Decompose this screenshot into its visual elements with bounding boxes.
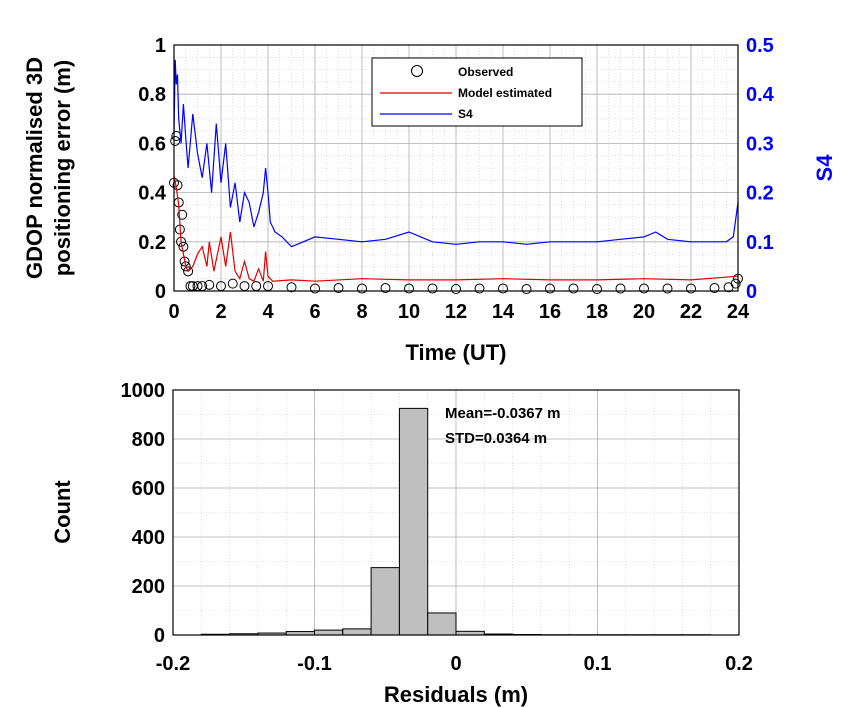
top-y-tick-label: 0 xyxy=(155,281,166,303)
top-y2-tick-label: 0 xyxy=(746,281,757,303)
observed-point xyxy=(730,278,741,289)
top-grid xyxy=(173,44,739,292)
observed-point xyxy=(545,283,555,294)
observed-point xyxy=(709,283,720,294)
bottom-ylabel: Count xyxy=(50,480,75,544)
top-y2label: S4 xyxy=(812,154,837,182)
top-xlabel: Time (UT) xyxy=(405,340,506,365)
top-x-tick-label: 16 xyxy=(539,301,561,323)
s4-line xyxy=(173,59,739,248)
bottom-y-tick-label: 0 xyxy=(154,625,165,647)
histogram-bar xyxy=(398,407,429,636)
histogram-bar xyxy=(342,628,372,636)
observed-point xyxy=(451,284,461,295)
top-x-tick-label: 20 xyxy=(633,301,655,323)
bottom-x-tick-label: 0 xyxy=(450,653,461,675)
top-x-tick-label: 22 xyxy=(680,301,702,323)
time-series-chart: 0 2 4 6 8 10 12 14 16 18 20 22 2400.20.40.60.8100.10… xyxy=(22,35,837,365)
top-x-tick-label: 24 xyxy=(727,301,750,323)
bottom-y-tick-label: 1000 xyxy=(121,380,166,402)
top-tick-labels: 0 2 4 6 8 10 12 14 16 18 20 22 2400.20.40.60.8100.10… xyxy=(138,35,774,323)
top-y2-tick-label: 0.3 xyxy=(746,133,774,155)
legend-observed-label: Observed xyxy=(458,65,513,79)
observed-point xyxy=(592,284,602,295)
top-x-tick-label: 10 xyxy=(398,301,420,323)
top-ylabel-line1: GDOP normalised 3D xyxy=(22,57,47,279)
observed-point xyxy=(183,266,194,277)
top-x-tick-label: 0 xyxy=(168,301,179,323)
observed-point xyxy=(404,283,414,294)
top-y2-tick-label: 0.2 xyxy=(746,183,774,205)
top-y-tick-label: 0.6 xyxy=(138,133,166,155)
observed-point xyxy=(662,283,673,294)
bottom-y-tick-label: 400 xyxy=(132,527,165,549)
bottom-grid xyxy=(172,389,740,636)
bottom-x-tick-label: -0.2 xyxy=(156,653,190,675)
observed-point xyxy=(427,283,438,294)
histogram-chart: -0.2 -0.1 0 0.1 0.2 0 200 400 600 800 1000 Count R… xyxy=(50,380,753,707)
top-x-tick-label: 2 xyxy=(215,301,226,323)
model-estimated-line xyxy=(173,175,739,283)
histogram-bar xyxy=(370,567,400,636)
observed-point xyxy=(227,278,238,289)
observed-point xyxy=(170,135,181,146)
bottom-y-tick-label: 600 xyxy=(132,478,165,500)
histogram-bar xyxy=(427,612,457,636)
top-y2-tick-label: 0.5 xyxy=(746,35,774,57)
observed-point xyxy=(177,209,188,220)
observed-point xyxy=(204,279,215,290)
observed-point xyxy=(686,283,696,294)
observed-point xyxy=(333,283,344,294)
top-y-tick-label: 0.4 xyxy=(138,183,167,205)
mean-annotation: Mean=-0.0367 m xyxy=(445,405,560,422)
observed-point xyxy=(310,283,320,294)
observed-point xyxy=(498,283,508,294)
bottom-x-tick-label: 0.2 xyxy=(725,653,753,675)
top-x-tick-label: 4 xyxy=(262,301,274,323)
legend-observed-marker xyxy=(411,65,423,77)
top-y2-tick-label: 0.1 xyxy=(746,232,774,254)
observed-point xyxy=(639,283,649,294)
top-y2-tick-label: 0.4 xyxy=(746,84,775,106)
bottom-x-tick-label: -0.1 xyxy=(297,653,331,675)
bottom-tick-labels: -0.2 -0.1 0 0.1 0.2 0 200 400 600 800 1000 xyxy=(121,380,753,675)
top-x-tick-label: 6 xyxy=(309,301,320,323)
observed-point xyxy=(521,284,532,295)
top-y-tick-label: 0.2 xyxy=(138,232,166,254)
top-y-tick-label: 1 xyxy=(155,35,166,57)
observed-point xyxy=(172,180,183,191)
top-plot-frame xyxy=(173,44,739,292)
observed-point xyxy=(185,281,196,292)
legend-model-label: Model estimated xyxy=(458,86,552,100)
observed-point xyxy=(286,282,297,293)
observed-point xyxy=(568,283,579,294)
bottom-y-tick-label: 800 xyxy=(132,429,165,451)
bottom-xlabel: Residuals (m) xyxy=(384,682,528,707)
std-annotation: STD=0.0364 m xyxy=(445,430,547,447)
top-x-tick-label: 12 xyxy=(445,301,467,323)
bottom-plot-frame xyxy=(172,389,740,636)
top-y-tick-label: 0.8 xyxy=(138,84,166,106)
observed-point xyxy=(180,261,191,272)
legend-s4-label: S4 xyxy=(458,107,473,121)
top-x-tick-label: 8 xyxy=(356,301,367,323)
observed-point xyxy=(179,256,190,267)
top-x-tick-label: 14 xyxy=(492,301,515,323)
bottom-x-tick-label: 0.1 xyxy=(584,653,612,675)
legend-box xyxy=(371,57,583,127)
observed-point xyxy=(474,283,485,294)
bottom-y-tick-label: 200 xyxy=(132,576,165,598)
top-x-tick-label: 18 xyxy=(586,301,608,323)
top-series xyxy=(169,59,743,295)
observed-point xyxy=(357,283,367,294)
top-ylabel-line2: positioning error (m) xyxy=(50,60,75,276)
histogram-bar xyxy=(314,629,344,636)
observed-point xyxy=(380,283,391,294)
observed-point xyxy=(615,283,626,294)
legend: Observed Model estimated S4 xyxy=(371,57,583,127)
